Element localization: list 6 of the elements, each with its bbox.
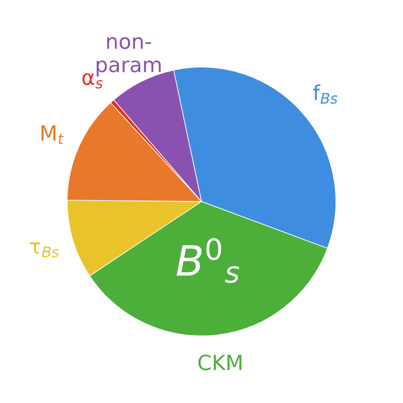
slice-label: τ$_{Bs}$	[30, 242, 59, 258]
slice-label: f$_{Bs}$	[313, 84, 338, 104]
slice-label: non- param	[96, 37, 161, 76]
slice-label: CKM	[198, 354, 242, 370]
text: B$^{0}$$_{s}$	[176, 238, 240, 283]
slice-label: M$_{t}$	[42, 125, 64, 144]
